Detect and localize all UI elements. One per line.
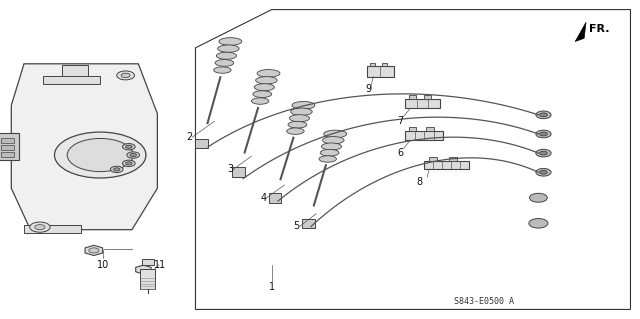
Ellipse shape [324, 130, 347, 138]
Text: 3: 3 [227, 164, 234, 174]
Text: 4: 4 [260, 193, 266, 203]
Polygon shape [575, 22, 586, 41]
Bar [426, 127, 434, 131]
Ellipse shape [255, 77, 277, 84]
Bar [1, 152, 14, 157]
Circle shape [540, 113, 547, 117]
Circle shape [121, 73, 130, 78]
Text: 6: 6 [397, 148, 403, 158]
Bar [429, 157, 437, 161]
Text: FR.: FR. [589, 24, 610, 34]
Ellipse shape [254, 84, 275, 91]
Bar [1, 138, 14, 143]
Text: S843-E0500 A: S843-E0500 A [454, 297, 515, 306]
Ellipse shape [320, 149, 339, 156]
Circle shape [89, 248, 99, 253]
Circle shape [110, 166, 123, 173]
Ellipse shape [218, 45, 239, 52]
Text: 8: 8 [416, 177, 422, 187]
Bar [302, 219, 315, 228]
Bar [43, 76, 100, 84]
Ellipse shape [323, 137, 344, 144]
Circle shape [35, 225, 45, 230]
Circle shape [54, 132, 146, 178]
Ellipse shape [291, 108, 312, 115]
Circle shape [29, 222, 50, 232]
Text: 10: 10 [97, 260, 109, 270]
Bar [24, 225, 81, 233]
Ellipse shape [287, 128, 304, 134]
Circle shape [536, 168, 551, 176]
Bar [232, 167, 245, 177]
Text: 5: 5 [293, 221, 300, 232]
Text: 11: 11 [154, 260, 166, 270]
Circle shape [540, 151, 547, 155]
Circle shape [122, 144, 135, 150]
Text: 1: 1 [269, 282, 275, 292]
Circle shape [540, 132, 547, 136]
Circle shape [125, 145, 132, 148]
Bar [409, 127, 417, 131]
Ellipse shape [216, 52, 236, 59]
Circle shape [536, 149, 551, 157]
Ellipse shape [219, 38, 242, 45]
Ellipse shape [292, 101, 315, 109]
Circle shape [113, 168, 120, 171]
Ellipse shape [319, 156, 337, 162]
Circle shape [536, 111, 551, 119]
Ellipse shape [321, 143, 342, 150]
Circle shape [536, 130, 551, 138]
Ellipse shape [257, 70, 280, 77]
Bar [1, 145, 14, 150]
Polygon shape [85, 245, 102, 256]
Ellipse shape [289, 115, 310, 122]
Bar [369, 63, 375, 66]
Ellipse shape [252, 98, 269, 104]
Circle shape [122, 160, 135, 167]
Text: 2: 2 [186, 132, 192, 142]
Bar [424, 161, 468, 169]
Circle shape [127, 152, 140, 158]
Bar [381, 63, 387, 66]
Polygon shape [12, 64, 157, 230]
Bar [408, 95, 415, 99]
Text: 7: 7 [397, 116, 403, 126]
Bar [195, 139, 208, 148]
Circle shape [529, 219, 548, 228]
Circle shape [529, 193, 547, 202]
Ellipse shape [215, 60, 234, 66]
Ellipse shape [288, 121, 307, 128]
Text: 9: 9 [365, 84, 371, 94]
Bar [424, 95, 431, 99]
Bar [449, 157, 458, 161]
Ellipse shape [214, 67, 231, 73]
Bar [269, 193, 281, 203]
Bar [142, 259, 154, 265]
Ellipse shape [253, 91, 271, 98]
Bar [405, 131, 443, 140]
Polygon shape [136, 265, 151, 274]
Circle shape [540, 170, 547, 174]
Bar [367, 66, 394, 77]
Circle shape [116, 71, 134, 80]
Bar [140, 269, 156, 289]
Bar [405, 99, 440, 108]
Circle shape [125, 162, 132, 165]
Circle shape [67, 138, 133, 172]
Circle shape [130, 153, 136, 157]
Bar [0, 133, 19, 160]
Bar [62, 64, 88, 76]
